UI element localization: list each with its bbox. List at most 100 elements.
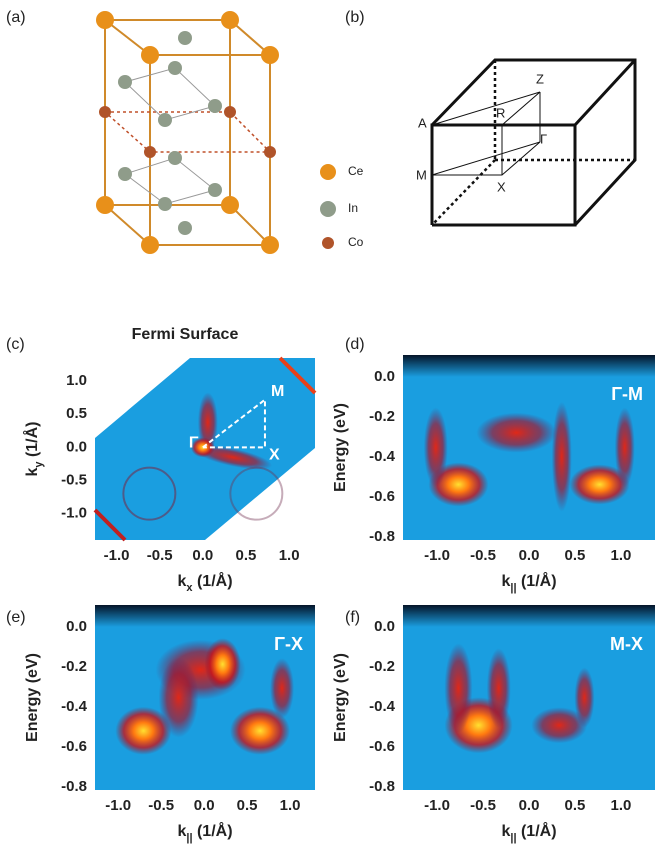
- brillouin-zone: [432, 60, 635, 225]
- x-axis-label: k|| (1/Å): [501, 821, 556, 844]
- x-tick-label: 0.0: [519, 797, 540, 814]
- x-tick-label: -1.0: [104, 547, 130, 564]
- plot: M-X -1.0 -0.5 0.0 0.5 1.0 0.0 -0.2 -0.4 -0.6 -0.8 k…: [332, 605, 655, 844]
- y-tick-label: -0.6: [369, 738, 395, 755]
- path-label: Γ: [189, 435, 199, 452]
- y-axis-label-unit: (1/Å): [22, 421, 41, 461]
- arpes-top: [95, 605, 315, 627]
- path-inset: Γ-X: [274, 634, 303, 654]
- x-tick-label: 1.0: [611, 547, 632, 564]
- y-tick-label: -0.8: [369, 778, 395, 795]
- y-tick-label: -0.6: [369, 488, 395, 505]
- y-tick-label: -0.2: [369, 408, 395, 425]
- y-tick-label: -0.4: [369, 698, 396, 715]
- y-tick-label: 0.5: [66, 405, 87, 422]
- arpes-top: [403, 355, 655, 377]
- x-axis-label-main: k: [177, 573, 186, 590]
- bz-point-label: X: [497, 179, 506, 194]
- bz-point-label: Γ: [540, 131, 547, 146]
- x-axis-label-unit: (1/Å): [193, 821, 233, 840]
- legend-label: Ce: [348, 164, 364, 178]
- path-label: M: [271, 383, 284, 400]
- path-inset: M-X: [610, 634, 643, 654]
- x-tick-label: -1.0: [424, 797, 450, 814]
- spectral-weight: [552, 402, 572, 512]
- y-tick-label: -0.8: [369, 528, 395, 545]
- x-tick-label: -0.5: [470, 797, 496, 814]
- y-axis-label: ky (1/Å): [22, 421, 45, 476]
- spectral-weight: [270, 658, 294, 718]
- y-tick-label: -0.2: [61, 658, 87, 675]
- x-tick-label: -1.0: [105, 797, 131, 814]
- figure: (a)(b)(c)(d)(e)(f)CeInCoARZΓMXMΓXFermi S…: [0, 0, 664, 852]
- x-tick-label: -0.5: [148, 797, 174, 814]
- y-tick-label: 0.0: [66, 618, 87, 635]
- x-tick-label: 0.5: [565, 797, 586, 814]
- x-axis-label-unit: (1/Å): [193, 571, 233, 590]
- legend-swatch: [320, 164, 336, 180]
- y-axis-label-main: Energy (eV): [24, 653, 41, 742]
- bz-point-label: M: [416, 167, 427, 182]
- x-tick-label: -0.5: [147, 547, 173, 564]
- y-tick-label: 0.0: [374, 368, 395, 385]
- legend-swatch: [320, 201, 336, 217]
- y-tick-label: 0.0: [374, 618, 395, 635]
- y-tick-label: -0.8: [61, 778, 87, 795]
- x-axis-label-main: k: [501, 823, 510, 840]
- x-tick-label: 1.0: [280, 797, 301, 814]
- y-axis-label-main: Energy (eV): [332, 653, 349, 742]
- y-tick-label: -0.5: [61, 471, 87, 488]
- bz-point-label: A: [418, 115, 427, 130]
- y-axis-label-main: k: [24, 468, 41, 477]
- spectral-weight: [487, 648, 511, 728]
- path-inset: Γ-M: [611, 384, 643, 404]
- panel-label: (f): [345, 609, 360, 626]
- y-axis-label: Energy (eV): [332, 403, 349, 492]
- spectral-weight: [424, 408, 448, 488]
- x-tick-label: -0.5: [470, 547, 496, 564]
- crystal-structure: [105, 20, 270, 245]
- arpes-top: [403, 605, 655, 627]
- bz-point-label: Z: [536, 71, 544, 86]
- panel-label: (e): [6, 609, 26, 626]
- x-tick-label: 0.0: [192, 547, 213, 564]
- y-tick-label: -0.4: [369, 448, 396, 465]
- spectral-weight: [159, 658, 199, 738]
- legend-swatch: [322, 237, 334, 249]
- x-tick-label: -1.0: [424, 547, 450, 564]
- x-axis-label-main: k: [177, 823, 186, 840]
- y-tick-label: -1.0: [61, 504, 87, 521]
- x-tick-label: 1.0: [279, 547, 300, 564]
- x-tick-label: 0.0: [194, 797, 215, 814]
- legend-label: In: [348, 201, 358, 215]
- y-tick-label: 1.0: [66, 372, 87, 389]
- spectral-weight: [205, 638, 241, 690]
- y-axis-label-main: Energy (eV): [332, 403, 349, 492]
- spectral-weight: [574, 668, 594, 728]
- y-axis-label: Energy (eV): [24, 653, 41, 742]
- x-axis-label: kx (1/Å): [177, 571, 232, 594]
- x-tick-label: 0.5: [237, 797, 258, 814]
- x-axis-label-main: k: [501, 573, 510, 590]
- y-tick-label: -0.6: [61, 738, 87, 755]
- x-axis-label-unit: (1/Å): [517, 821, 557, 840]
- atoms: [96, 11, 279, 254]
- bz-point-label: R: [496, 105, 505, 120]
- x-tick-label: 0.5: [236, 547, 257, 564]
- x-axis-label: k|| (1/Å): [501, 571, 556, 594]
- arpes-map: [403, 605, 655, 790]
- spectral-weight: [476, 413, 556, 453]
- panel-label: (b): [345, 9, 365, 26]
- x-tick-label: 0.5: [565, 547, 586, 564]
- panel-label: (d): [345, 336, 365, 353]
- panel-label: (a): [6, 9, 26, 26]
- y-tick-label: -0.4: [61, 698, 88, 715]
- spectral-weight: [615, 408, 635, 488]
- plot: Γ-X -1.0 -0.5 0.0 0.5 1.0 0.0 -0.2 -0.4 -0.6 -0.8 k…: [24, 605, 315, 844]
- legend-label: Co: [348, 235, 364, 249]
- spectral-weight: [444, 643, 472, 733]
- x-tick-label: 1.0: [611, 797, 632, 814]
- y-tick-label: -0.2: [369, 658, 395, 675]
